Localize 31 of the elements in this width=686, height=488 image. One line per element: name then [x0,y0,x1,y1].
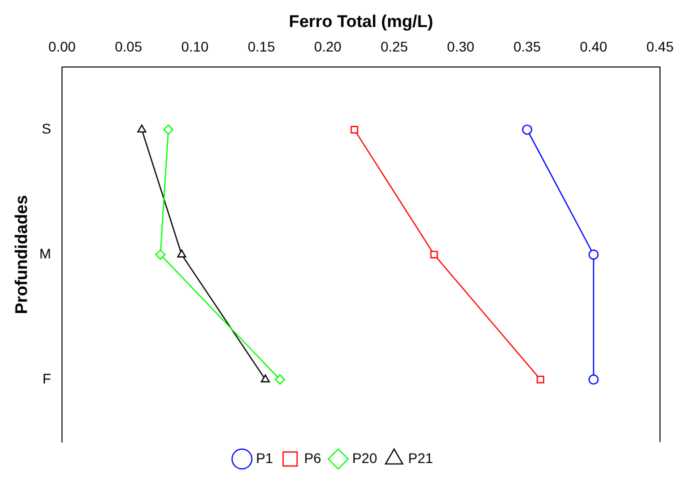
legend-label: P20 [352,450,378,466]
legend-label: P21 [408,450,434,466]
x-axis-title: Ferro Total (mg/L) [288,12,434,31]
x-tick-label: 0.40 [580,38,608,55]
point [260,374,270,382]
point [177,250,186,258]
x-tick-label: 0.45 [646,38,674,55]
x-tick-label: 0.10 [181,38,209,55]
point [588,374,599,385]
point [155,250,166,260]
point [274,374,286,385]
x-tick-label: 0.05 [114,38,142,55]
x-tick-label: 0.20 [314,38,342,55]
x-tick-label: 0.00 [48,38,76,55]
x-tick-label: 0.30 [447,38,475,55]
point [430,250,438,258]
x-tick-label: 0.25 [380,38,408,55]
y-tick-label: M [39,245,52,262]
legend-label: P1 [256,450,274,466]
x-tick-label: 0.15 [248,38,276,55]
point [350,126,358,134]
point [536,376,544,384]
point [588,250,599,260]
x-tick-label: 0.35 [514,38,541,55]
point [522,124,532,135]
point [137,124,146,133]
y-tick-label: S [42,120,52,137]
y-tick-label: F [42,370,52,386]
y-axis-title: Profundidades [12,195,31,314]
legend-label: P6 [304,450,322,466]
point [163,124,174,135]
